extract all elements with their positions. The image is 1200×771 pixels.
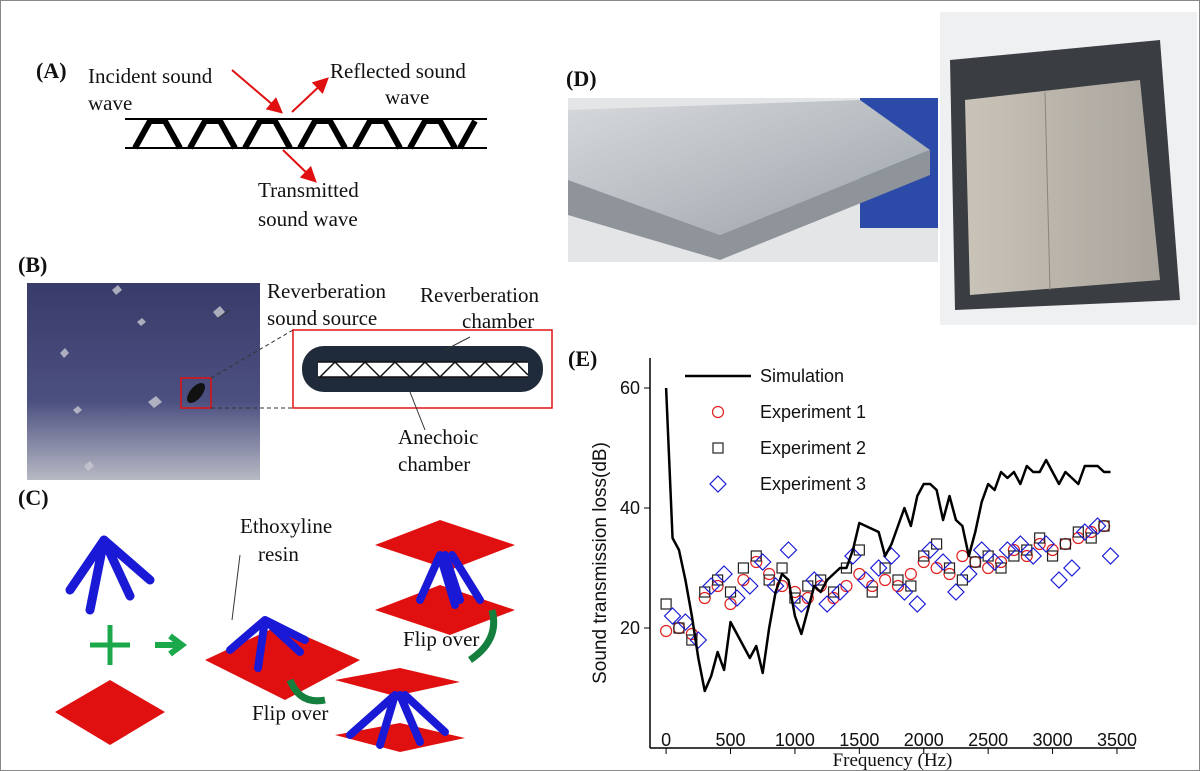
panel-label: (B) bbox=[18, 252, 47, 277]
annotation: sound wave bbox=[258, 207, 358, 231]
data-point bbox=[764, 569, 775, 580]
data-point bbox=[961, 566, 977, 582]
data-point bbox=[983, 551, 993, 561]
annotation: Anechoic bbox=[398, 425, 478, 449]
annotation: wave bbox=[385, 85, 429, 109]
y-tick-label: 60 bbox=[620, 378, 640, 398]
x-tick-label: 1000 bbox=[775, 730, 815, 750]
data-point bbox=[944, 569, 955, 580]
annotation: sound source bbox=[267, 306, 377, 330]
truss-core bbox=[135, 121, 475, 148]
annotation: Reflected sound bbox=[330, 59, 466, 83]
data-point bbox=[948, 584, 964, 600]
model-view bbox=[27, 283, 260, 480]
annotation: Ethoxyline bbox=[240, 514, 332, 538]
data-point bbox=[1099, 521, 1110, 532]
x-axis-label: Frequency (Hz) bbox=[833, 750, 953, 771]
data-point bbox=[996, 557, 1007, 568]
figure: (A) Incident sound wave Reflected sound … bbox=[0, 0, 1200, 771]
legend-swatch bbox=[713, 407, 724, 418]
data-point bbox=[780, 542, 796, 558]
x-tick-label: 3500 bbox=[1097, 730, 1137, 750]
data-point bbox=[726, 587, 736, 597]
data-point bbox=[922, 542, 938, 558]
data-point bbox=[909, 596, 925, 612]
plate bbox=[55, 680, 165, 745]
panel-label: (E) bbox=[568, 346, 597, 371]
data-point bbox=[751, 557, 762, 568]
data-point bbox=[712, 581, 723, 592]
data-point bbox=[1064, 560, 1080, 576]
data-point bbox=[777, 563, 787, 573]
arrow bbox=[283, 150, 314, 180]
panel-d: (D) bbox=[566, 12, 1197, 325]
annotation: Transmitted bbox=[258, 178, 359, 202]
data-point bbox=[1103, 548, 1119, 564]
series-line bbox=[666, 388, 1110, 691]
legend-swatch bbox=[710, 476, 726, 492]
data-point bbox=[1060, 539, 1071, 550]
x-tick-label: 2000 bbox=[904, 730, 944, 750]
annotation: Reverberation bbox=[420, 283, 539, 307]
data-point bbox=[906, 581, 916, 591]
y-axis-label: Sound transmission loss(dB) bbox=[590, 442, 611, 684]
arrow bbox=[155, 636, 182, 654]
data-point bbox=[803, 581, 813, 591]
photo-box bbox=[965, 80, 1160, 295]
legend-label: Experiment 1 bbox=[760, 402, 866, 422]
annotation: Flip over bbox=[403, 627, 479, 651]
y-tick-label: 20 bbox=[620, 618, 640, 638]
panel-e: (E) 0 500 1000 1500 2000 2500 3000 3500 20 40 60 Fr… bbox=[568, 346, 1137, 771]
data-point bbox=[905, 569, 916, 580]
annotation: Incident sound bbox=[88, 64, 213, 88]
data-point bbox=[918, 557, 929, 568]
data-point bbox=[880, 563, 890, 573]
legend-label: Experiment 3 bbox=[760, 474, 866, 494]
data-point bbox=[1051, 572, 1067, 588]
data-point bbox=[661, 626, 672, 637]
x-tick-label: 1500 bbox=[839, 730, 879, 750]
panel-a: (A) Incident sound wave Reflected sound … bbox=[36, 58, 487, 231]
x-tick-label: 2500 bbox=[968, 730, 1008, 750]
data-point bbox=[957, 551, 968, 562]
y-tick-label: 40 bbox=[620, 498, 640, 518]
data-point bbox=[661, 599, 671, 609]
annotation: Reverberation bbox=[267, 279, 386, 303]
x-tick-label: 0 bbox=[661, 730, 671, 750]
legend-swatch bbox=[713, 443, 723, 453]
data-point bbox=[716, 566, 732, 582]
leader bbox=[232, 555, 240, 620]
legend-label: Experiment 2 bbox=[760, 438, 866, 458]
panel-label: (D) bbox=[566, 66, 597, 91]
panel-label: (A) bbox=[36, 58, 67, 83]
legend-label: Simulation bbox=[760, 366, 844, 386]
data-point bbox=[738, 563, 748, 573]
data-point bbox=[932, 539, 942, 549]
annotation: chamber bbox=[462, 309, 534, 333]
data-point bbox=[880, 575, 891, 586]
annotation: resin bbox=[258, 542, 299, 566]
panel-label: (C) bbox=[18, 485, 49, 510]
plus bbox=[90, 625, 130, 665]
data-point bbox=[699, 593, 710, 604]
data-point bbox=[957, 575, 967, 585]
data-point bbox=[1021, 551, 1032, 562]
plate bbox=[335, 668, 460, 696]
annotation: wave bbox=[88, 91, 132, 115]
data-point bbox=[854, 545, 864, 555]
arrow bbox=[232, 70, 280, 111]
x-tick-label: 500 bbox=[715, 730, 745, 750]
data-point bbox=[974, 542, 990, 558]
panel-b: (B) Reverberation sound source Reverbera… bbox=[18, 252, 552, 480]
x-tick-label: 3000 bbox=[1033, 730, 1073, 750]
annotation: Flip over bbox=[252, 701, 328, 725]
annotation: chamber bbox=[398, 452, 470, 476]
panel-c: (C) Ethoxyline resin Flip over Flip over bbox=[18, 485, 515, 752]
strut bbox=[70, 540, 150, 610]
arrow bbox=[292, 80, 326, 112]
data-point bbox=[970, 557, 981, 568]
data-point bbox=[1034, 539, 1045, 550]
